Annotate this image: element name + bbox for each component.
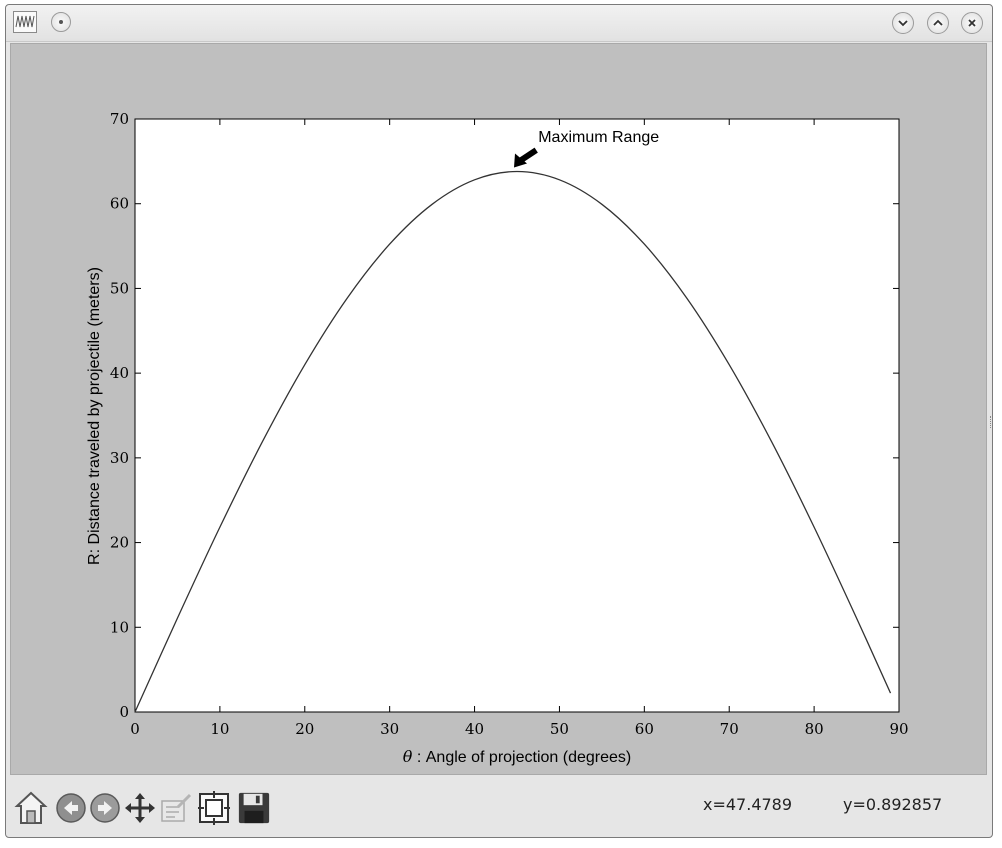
x-tick-label: 10	[210, 720, 229, 738]
line-chart[interactable]: 0 10 20 30 40 50 60 70 80 90 0 10 20 30 40 50 60 70 Maxim…	[11, 44, 988, 776]
x-tick-label: 50	[550, 720, 569, 738]
forward-button[interactable]	[88, 789, 122, 827]
configure-subplots-button[interactable]	[197, 789, 231, 827]
series-line	[134, 170, 892, 713]
forward-arrow-icon	[90, 793, 120, 823]
x-tick-label: 90	[889, 720, 908, 738]
annotation-arrow-head	[514, 153, 527, 168]
y-tick-label: 40	[110, 364, 129, 382]
window-menu-icon[interactable]	[51, 12, 71, 32]
home-icon	[14, 791, 48, 824]
x-tick-label: 40	[465, 720, 484, 738]
annotation-text: Maximum Range	[538, 129, 659, 146]
back-arrow-icon	[56, 793, 86, 823]
plot-window: 0 10 20 30 40 50 60 70 80 90 0 10 20 30 40 50 60 70 Maxim…	[5, 4, 993, 838]
x-coordinate-readout: x=47.4789	[703, 795, 793, 814]
y-axis-label: R: Distance traveled by projectile (mete…	[86, 267, 103, 565]
save-icon	[238, 792, 270, 824]
save-button[interactable]	[237, 789, 271, 827]
y-tick-label: 50	[110, 279, 129, 297]
zoom-icon	[161, 793, 192, 822]
x-axis-label: θ : Angle of projection (degrees)	[403, 747, 631, 766]
back-button[interactable]	[54, 789, 88, 827]
x-tick-label: 20	[295, 720, 314, 738]
y-tick-label: 0	[119, 703, 129, 721]
navigation-toolbar: x=47.4789 y=0.892857	[6, 777, 992, 837]
y-tick-label: 60	[110, 195, 129, 213]
y-tick-label: 30	[110, 449, 129, 467]
y-coordinate-readout: y=0.892857	[843, 795, 943, 814]
minimize-button[interactable]	[892, 12, 914, 34]
close-icon	[968, 19, 976, 27]
title-bar[interactable]	[6, 5, 992, 42]
subplots-icon	[198, 791, 230, 825]
x-axis-label-text: : Angle of projection (degrees)	[412, 749, 631, 766]
waveform-icon	[13, 11, 37, 33]
y-tick-label: 10	[110, 618, 129, 636]
y-tick-label: 20	[110, 534, 129, 552]
close-button[interactable]	[961, 12, 983, 34]
home-button[interactable]	[14, 789, 48, 827]
figure-canvas[interactable]: 0 10 20 30 40 50 60 70 80 90 0 10 20 30 40 50 60 70 Maxim…	[10, 43, 987, 775]
zoom-button[interactable]	[159, 789, 193, 827]
chevron-down-icon	[898, 20, 908, 27]
x-tick-label: 30	[380, 720, 399, 738]
x-tick-label: 0	[130, 720, 140, 738]
pan-icon	[125, 793, 155, 823]
pan-button[interactable]	[123, 789, 157, 827]
x-tick-label: 70	[720, 720, 739, 738]
x-tick-label: 80	[805, 720, 824, 738]
y-tick-label: 70	[110, 110, 129, 128]
theta-symbol: θ	[403, 747, 413, 766]
plot-area	[134, 118, 900, 713]
x-tick-label: 60	[635, 720, 654, 738]
resize-grip[interactable]	[990, 416, 994, 428]
maximize-button[interactable]	[927, 12, 949, 34]
chevron-up-icon	[933, 19, 943, 26]
